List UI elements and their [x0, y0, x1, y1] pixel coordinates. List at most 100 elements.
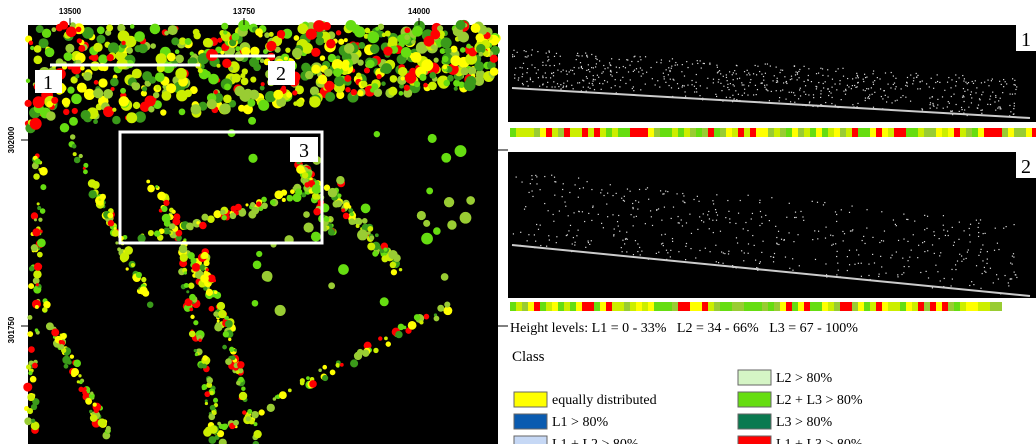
vegetation [93, 88, 103, 98]
vegetation [171, 37, 179, 45]
class-strip [1002, 128, 1008, 137]
lidar-point [716, 96, 717, 97]
lidar-point [604, 80, 605, 81]
vegetation [130, 24, 135, 29]
vegetation [419, 320, 423, 324]
lidar-point [961, 261, 962, 262]
vegetation [421, 59, 433, 71]
lidar-point [865, 97, 866, 98]
lidar-point [734, 85, 735, 86]
lidar-point [904, 266, 905, 267]
lidar-point [591, 189, 592, 190]
lidar-point [793, 92, 794, 93]
lidar-point [624, 243, 625, 244]
lidar-point [577, 53, 578, 54]
vegetation [404, 35, 410, 41]
lidar-point [869, 98, 870, 99]
vegetation [354, 26, 365, 37]
lidar-point [902, 95, 903, 96]
lidar-point [759, 263, 760, 264]
panel-label: 1 [1021, 29, 1031, 51]
lidar-point [633, 225, 634, 226]
lidar-point [716, 261, 717, 262]
vegetation [316, 195, 320, 199]
lidar-point [730, 83, 731, 84]
vegetation [213, 311, 219, 317]
vegetation [212, 411, 216, 415]
lidar-point [984, 267, 985, 268]
lidar-point [578, 55, 579, 56]
lidar-point [613, 235, 614, 236]
vegetation [31, 212, 38, 219]
vegetation [51, 329, 59, 337]
vegetation [112, 108, 116, 112]
vegetation [198, 68, 203, 73]
vegetation [220, 51, 224, 55]
lidar-point [677, 216, 678, 217]
lidar-point [746, 74, 747, 75]
lidar-point [548, 50, 549, 51]
lidar-point [824, 202, 825, 203]
lidar-point [704, 63, 705, 64]
lidar-point [993, 282, 994, 283]
lidar-point [797, 79, 798, 80]
lidar-point [540, 189, 541, 190]
lidar-point [739, 78, 740, 79]
class-strip [738, 302, 744, 311]
tree [433, 227, 441, 235]
legend: equally distributedL1 > 80%L1 + L2 > 80%… [514, 370, 863, 444]
vegetation [411, 40, 415, 44]
tree [303, 211, 310, 218]
lidar-point [780, 90, 781, 91]
lidar-point [637, 243, 638, 244]
lidar-point [754, 245, 755, 246]
lidar-point [845, 89, 846, 90]
vegetation [198, 338, 202, 342]
lidar-point [671, 87, 672, 88]
lidar-point [835, 211, 836, 212]
vegetation [33, 96, 45, 108]
lidar-point [976, 220, 977, 221]
lidar-point [907, 77, 908, 78]
lidar-point [682, 225, 683, 226]
lidar-point [691, 233, 692, 234]
vegetation [210, 405, 216, 411]
lidar-point [971, 102, 972, 103]
vegetation [150, 43, 156, 49]
vegetation [83, 72, 92, 81]
legend-label: L1 + L2 > 80% [552, 437, 639, 444]
lidar-point [615, 79, 616, 80]
lidar-point [763, 80, 764, 81]
vegetation [346, 20, 357, 31]
lidar-point [598, 214, 599, 215]
vegetation [277, 30, 285, 38]
vegetation [35, 328, 39, 332]
lidar-point [874, 262, 875, 263]
lidar-point [976, 87, 977, 88]
vegetation [70, 134, 75, 139]
lidar-point [977, 108, 978, 109]
lidar-point [525, 56, 526, 57]
vegetation [229, 67, 233, 71]
lidar-point [842, 68, 843, 69]
lidar-point [798, 71, 799, 72]
class-strip [990, 128, 996, 137]
class-strip [672, 128, 678, 137]
lidar-point [567, 80, 568, 81]
vegetation [255, 28, 263, 36]
lidar-point [980, 288, 981, 289]
lidar-point [640, 59, 641, 60]
lidar-point [1003, 79, 1004, 80]
lidar-point [986, 263, 987, 264]
lidar-point [835, 243, 836, 244]
vegetation [419, 74, 426, 81]
vegetation [222, 59, 231, 68]
lidar-point [935, 265, 936, 266]
lidar-point [553, 72, 554, 73]
vegetation [83, 387, 87, 391]
vegetation [437, 305, 444, 312]
height-levels: Height levels: L1 = 0 - 33% L2 = 34 - 66… [510, 321, 858, 336]
lidar-point [956, 104, 957, 105]
vegetation [31, 419, 35, 423]
vegetation [370, 44, 379, 53]
